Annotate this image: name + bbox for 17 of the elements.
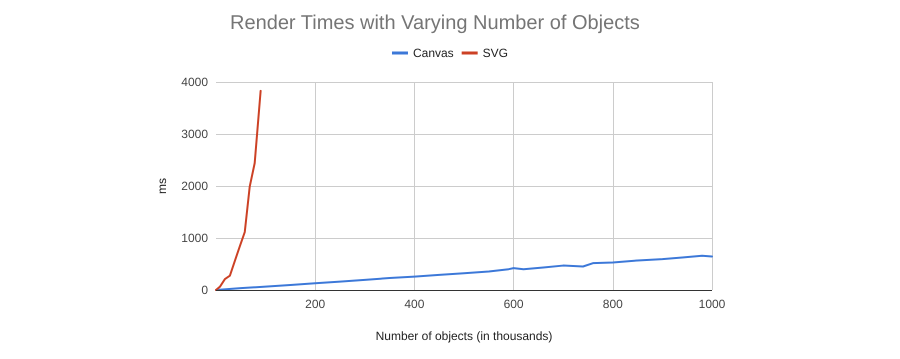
x-tick-label: 600 <box>504 297 524 311</box>
y-tick-label: 1000 <box>181 231 208 245</box>
y-axis-title: ms <box>155 178 169 194</box>
line-series <box>215 254 713 291</box>
y-tick-label: 4000 <box>181 75 208 89</box>
line-series <box>215 90 262 291</box>
y-tick-label: 3000 <box>181 127 208 141</box>
y-tick-label: 0 <box>201 283 208 297</box>
x-tick-label: 200 <box>305 297 326 311</box>
y-tick-label: 2000 <box>181 179 208 193</box>
legend-label: SVG <box>482 46 508 60</box>
x-tick-label: 1000 <box>698 297 726 311</box>
x-axis-title: Number of objects (in thousands) <box>376 329 552 343</box>
legend-label: Canvas <box>412 46 454 60</box>
x-tick-label: 800 <box>602 297 624 311</box>
chart-title: Render Times with Varying Number of Objects <box>230 12 640 34</box>
x-tick-label: 400 <box>404 297 425 311</box>
